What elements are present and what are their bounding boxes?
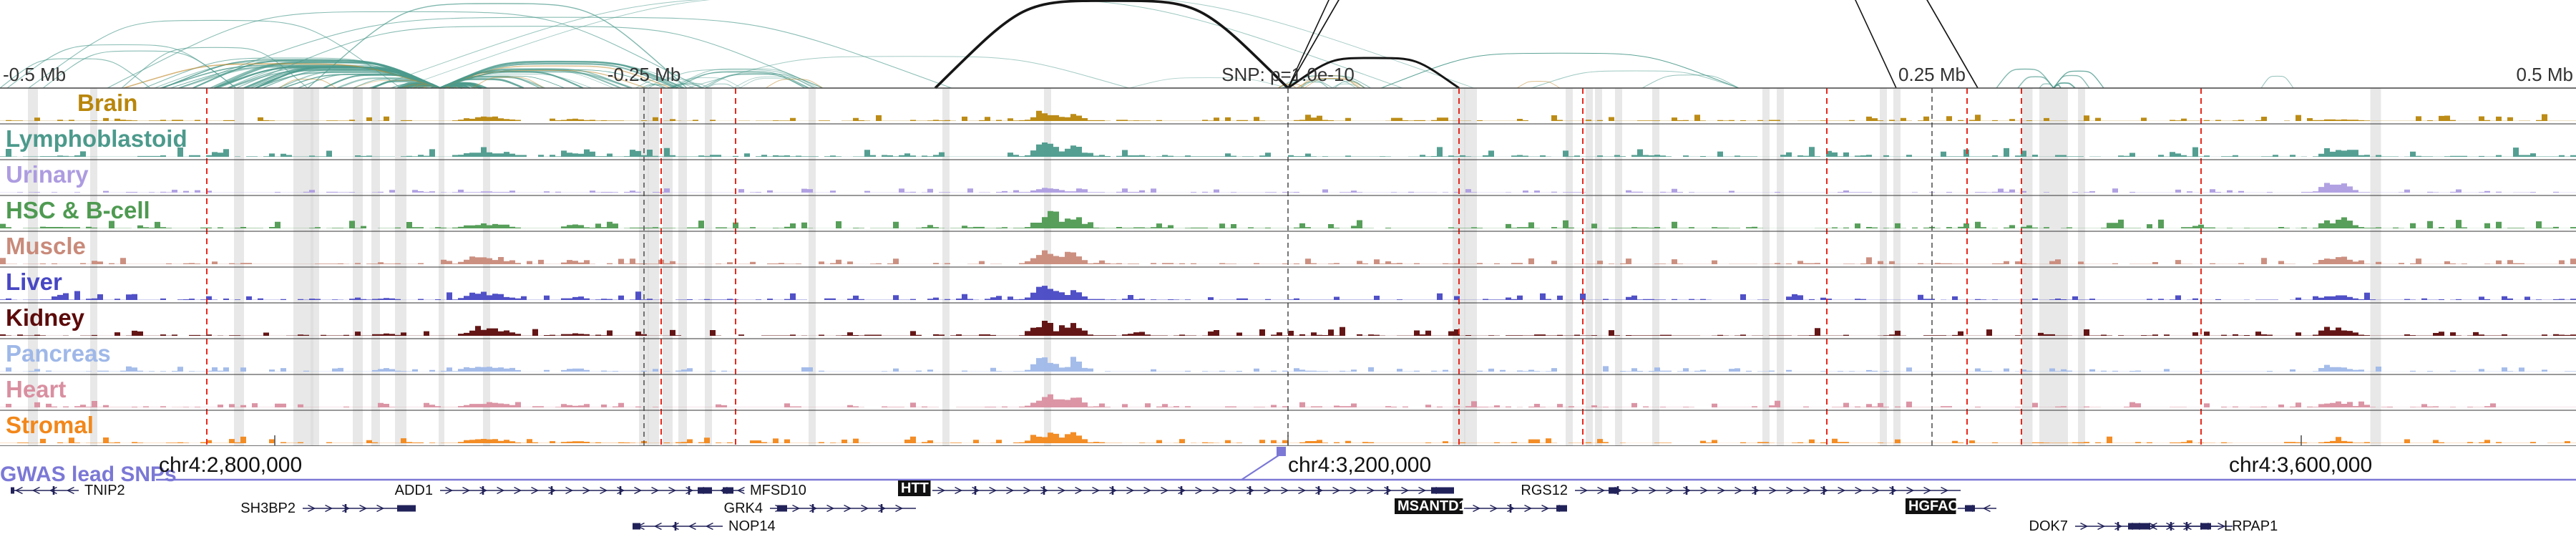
svg-text:Stromal: Stromal	[6, 412, 94, 438]
svg-text:ADD1: ADD1	[395, 483, 433, 498]
svg-text:0.5 Mb: 0.5 Mb	[2517, 64, 2574, 85]
svg-text:MSANTD1: MSANTD1	[1397, 498, 1467, 514]
svg-text:TNIP2: TNIP2	[84, 483, 125, 498]
svg-text:HGFAC: HGFAC	[1908, 498, 1958, 514]
svg-text:HSC & B-cell: HSC & B-cell	[6, 197, 150, 223]
svg-text:HTT: HTT	[901, 480, 929, 496]
svg-text:NOP14: NOP14	[728, 518, 776, 534]
svg-text:RGS12: RGS12	[1521, 483, 1568, 498]
svg-text:Heart: Heart	[6, 376, 66, 402]
svg-text:LRPAP1: LRPAP1	[2224, 518, 2278, 534]
svg-text:GRK4: GRK4	[724, 500, 763, 516]
svg-text:Pancreas: Pancreas	[6, 340, 111, 367]
svg-text:Kidney: Kidney	[6, 304, 85, 331]
svg-text:-0.25 Mb: -0.25 Mb	[608, 64, 681, 85]
svg-text:Urinary: Urinary	[6, 161, 89, 188]
svg-text:0.25 Mb: 0.25 Mb	[1898, 64, 1966, 85]
svg-text:SH3BP2: SH3BP2	[240, 500, 296, 516]
svg-text:SNP: p=1.0e-10: SNP: p=1.0e-10	[1221, 64, 1355, 85]
svg-text:Muscle: Muscle	[6, 233, 86, 259]
svg-text:Liver: Liver	[6, 268, 62, 295]
svg-text:MFSD10: MFSD10	[750, 483, 806, 498]
svg-text:DOK7: DOK7	[2029, 518, 2068, 534]
svg-text:Brain: Brain	[77, 90, 137, 116]
svg-text:Lymphoblastoid: Lymphoblastoid	[6, 125, 187, 152]
svg-text:-0.5 Mb: -0.5 Mb	[3, 64, 66, 85]
